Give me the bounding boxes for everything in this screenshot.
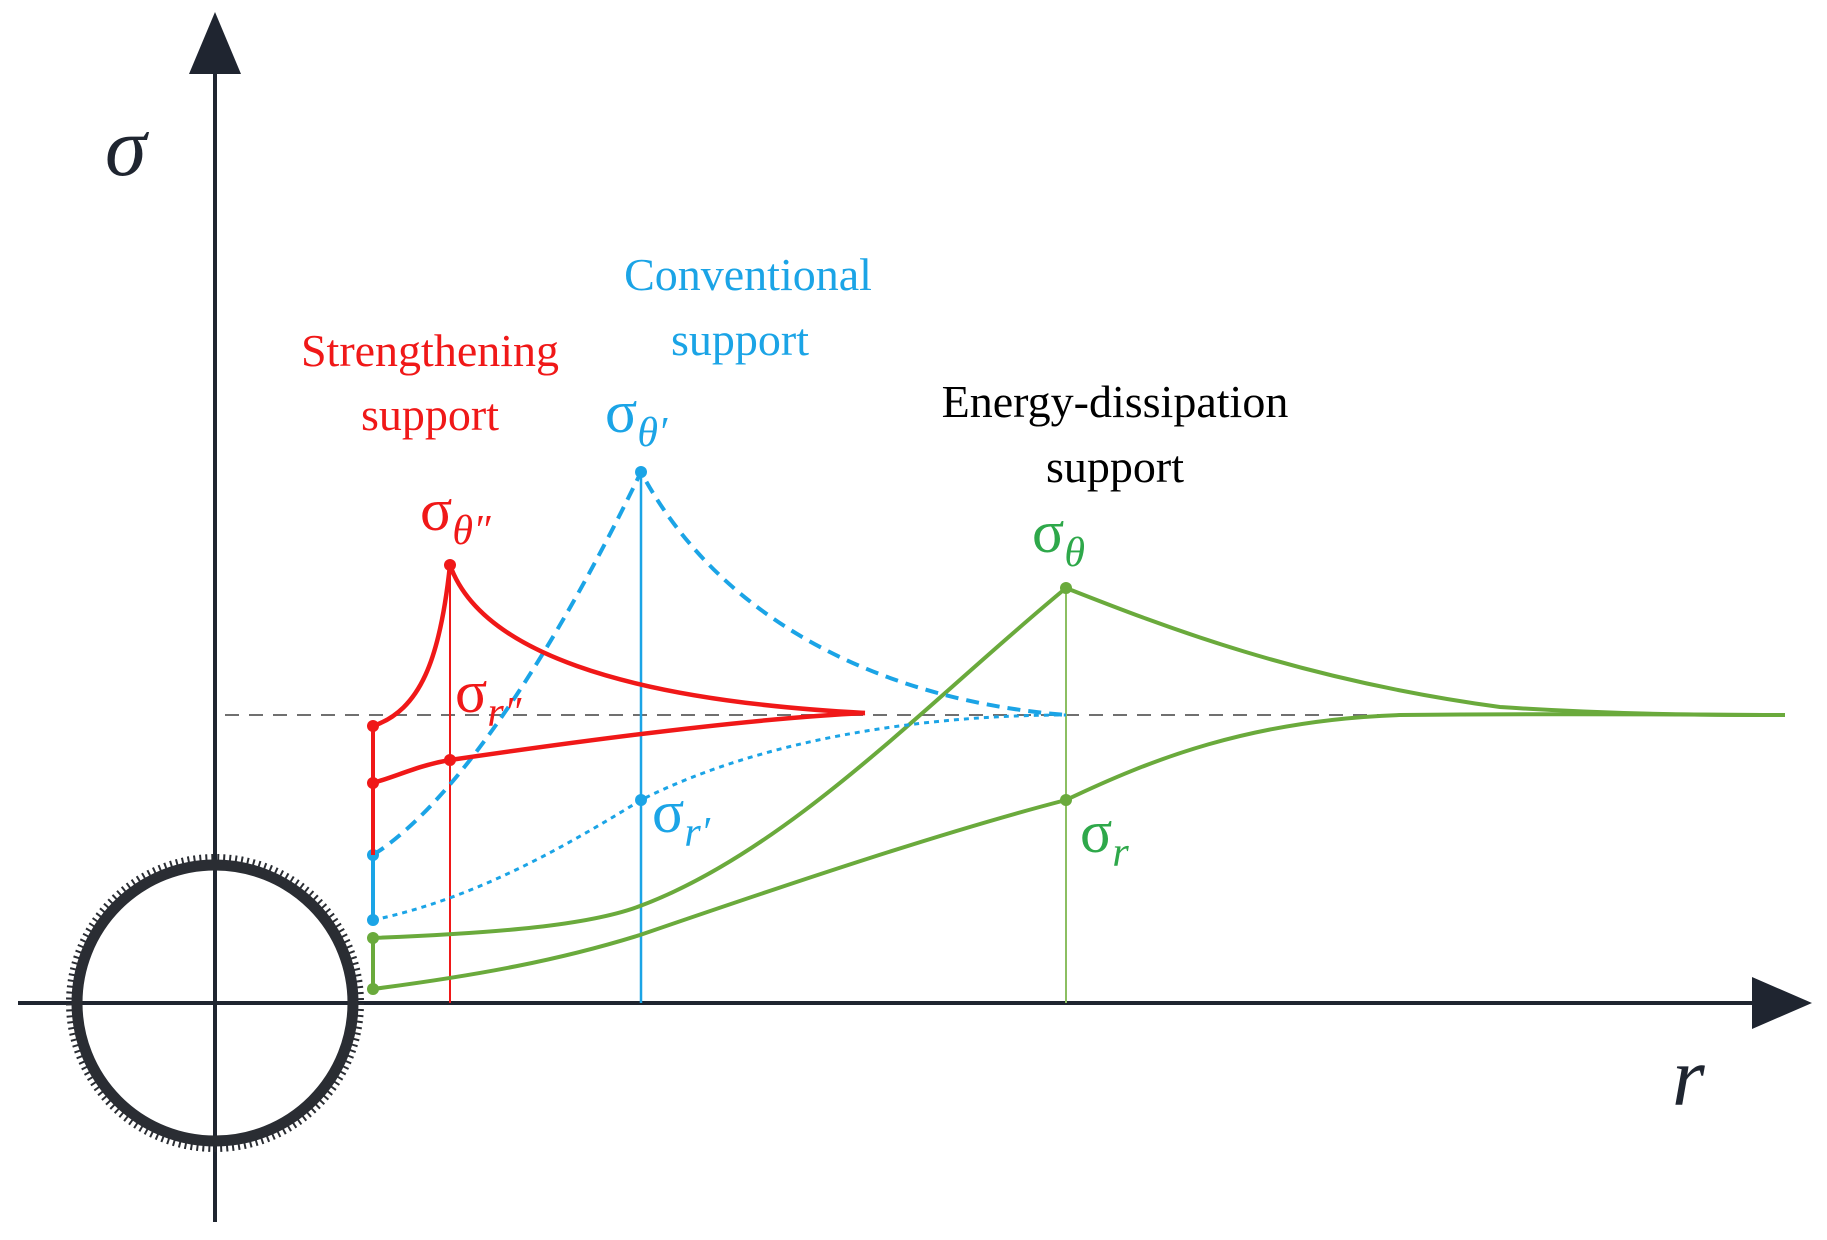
strengthening-curves (367, 559, 866, 855)
energy-sigma-r-curve (372, 712, 1786, 991)
energy-sigma-theta-curve (372, 585, 1786, 940)
energy-label-line2: support (1046, 441, 1184, 492)
conventional-sigma-r-point (635, 794, 647, 806)
conventional-support-label: Conventional support (624, 249, 872, 365)
energy-point (367, 983, 379, 995)
strengthening-peak-point (444, 559, 456, 571)
x-axis-label: r (1672, 1031, 1705, 1124)
axes: σ r (18, 12, 1812, 1222)
conventional-peak-point (635, 466, 647, 478)
strengthening-support-label: Strengthening support (301, 325, 559, 440)
conventional-label-line1: Conventional (624, 249, 872, 300)
sigma-r-double-prime-label: σr″ (455, 659, 522, 736)
strengthening-label-line2: support (361, 389, 499, 440)
conventional-sigma-r-curve (372, 713, 1067, 922)
x-axis-arrow-icon (1752, 977, 1812, 1029)
strengthening-sigma-r-curve (372, 710, 866, 786)
sigma-theta-double-prime-label: σθ″ (420, 477, 491, 554)
strengthening-sigma-theta-curve (372, 564, 866, 729)
conventional-label-line2: support (671, 314, 809, 365)
energy-point (367, 932, 379, 944)
energy-dissipation-curves (367, 582, 1786, 995)
strengthening-label-line1: Strengthening (301, 325, 559, 376)
strengthening-point (367, 720, 379, 732)
y-axis-arrow-icon (189, 12, 241, 74)
strengthening-point (367, 777, 379, 789)
sigma-r-prime-label: σr′ (652, 779, 711, 856)
strengthening-sigma-r-point (444, 754, 456, 766)
sigma-theta-prime-label: σθ′ (605, 379, 668, 456)
y-axis-label: σ (105, 101, 150, 194)
conventional-point (367, 914, 379, 926)
energy-label-line1: Energy-dissipation (942, 376, 1289, 427)
energy-dissipation-support-label: Energy-dissipation support (942, 376, 1289, 492)
energy-sigma-r-point (1060, 794, 1072, 806)
tunnel-cross-section-icon (66, 854, 364, 1152)
sigma-theta-label: σθ (1032, 499, 1085, 576)
sigma-r-label: σr (1080, 799, 1129, 876)
energy-peak-point (1060, 582, 1072, 594)
